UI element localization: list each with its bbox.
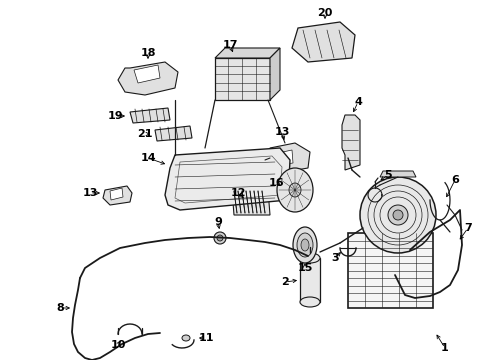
Polygon shape	[215, 48, 280, 58]
Bar	[348, 233, 433, 308]
Text: 21: 21	[137, 129, 153, 139]
Ellipse shape	[300, 253, 320, 263]
Text: 20: 20	[318, 8, 333, 18]
Text: 4: 4	[354, 97, 362, 107]
Text: 12: 12	[230, 188, 246, 198]
Ellipse shape	[300, 297, 320, 307]
Polygon shape	[342, 115, 360, 170]
Polygon shape	[268, 143, 310, 172]
Polygon shape	[155, 126, 192, 141]
Polygon shape	[380, 171, 416, 177]
Text: 3: 3	[331, 253, 339, 263]
Text: 13: 13	[274, 127, 290, 137]
Text: 7: 7	[464, 223, 472, 233]
Polygon shape	[103, 186, 132, 205]
Text: 5: 5	[384, 170, 392, 180]
Ellipse shape	[277, 168, 313, 212]
Polygon shape	[110, 188, 123, 200]
Polygon shape	[270, 48, 280, 100]
Polygon shape	[292, 22, 355, 62]
Text: 18: 18	[140, 48, 156, 58]
Ellipse shape	[217, 235, 223, 241]
Polygon shape	[278, 150, 293, 165]
Text: 10: 10	[110, 340, 126, 350]
Ellipse shape	[305, 241, 315, 249]
Polygon shape	[118, 62, 178, 95]
Text: 1: 1	[441, 343, 449, 353]
Text: 19: 19	[107, 111, 123, 121]
Text: 15: 15	[297, 263, 313, 273]
Ellipse shape	[301, 239, 309, 251]
Ellipse shape	[214, 232, 226, 244]
Text: 9: 9	[214, 217, 222, 227]
Polygon shape	[165, 148, 290, 210]
Ellipse shape	[293, 227, 317, 263]
Ellipse shape	[297, 233, 313, 257]
Text: 11: 11	[198, 333, 214, 343]
Ellipse shape	[182, 335, 190, 341]
Ellipse shape	[393, 210, 403, 220]
Polygon shape	[134, 65, 160, 83]
Text: 2: 2	[281, 277, 289, 287]
Ellipse shape	[289, 183, 301, 197]
Text: 17: 17	[222, 40, 238, 50]
Polygon shape	[232, 190, 270, 215]
Polygon shape	[215, 58, 270, 100]
Text: 16: 16	[269, 178, 285, 188]
Text: 13: 13	[82, 188, 98, 198]
Text: 8: 8	[56, 303, 64, 313]
Polygon shape	[130, 108, 170, 123]
Ellipse shape	[360, 177, 436, 253]
Text: 6: 6	[451, 175, 459, 185]
Bar	[300, 258, 320, 302]
Text: 14: 14	[140, 153, 156, 163]
Ellipse shape	[388, 205, 408, 225]
